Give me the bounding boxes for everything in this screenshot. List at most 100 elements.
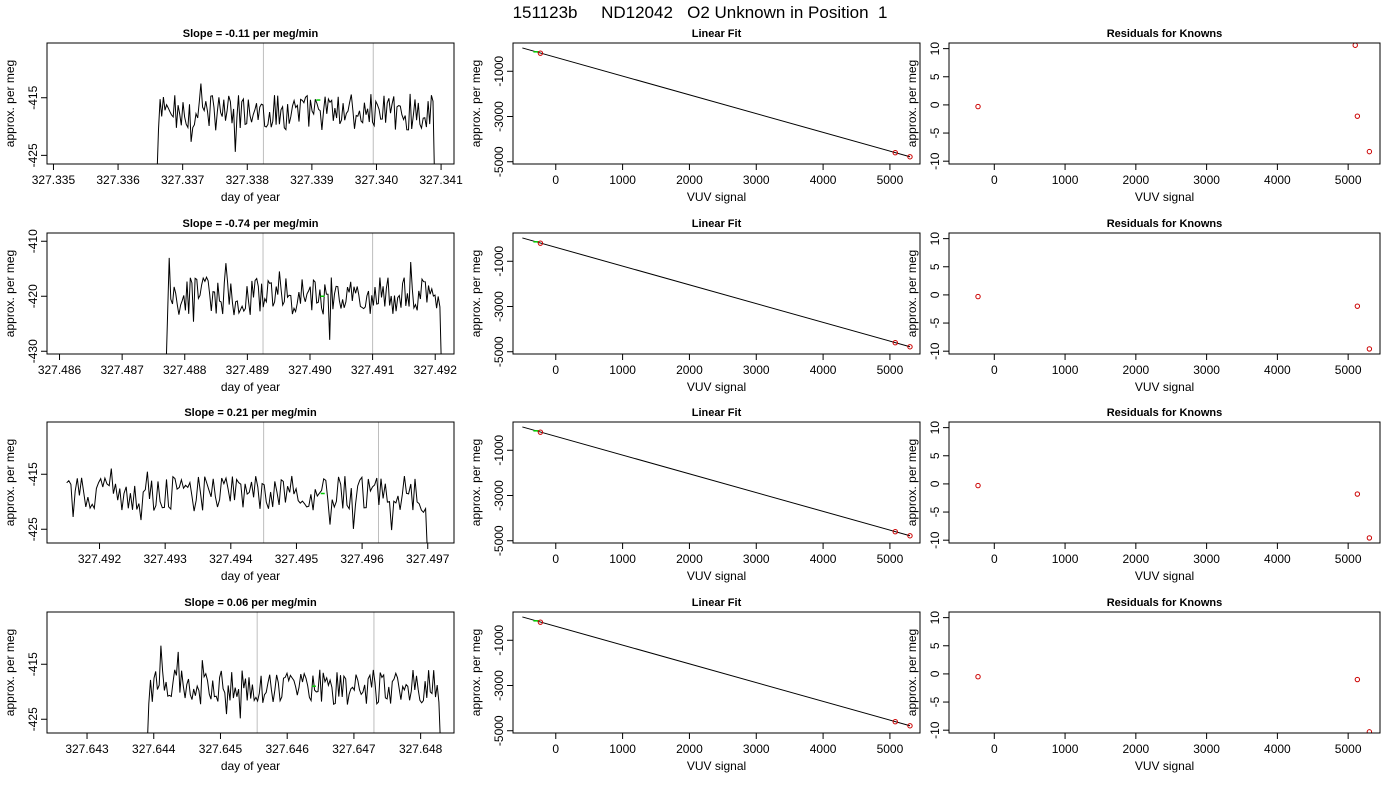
known-point bbox=[892, 339, 898, 346]
x-tick-label: 327.644 bbox=[132, 742, 176, 756]
x-tick-label: 327.495 bbox=[275, 552, 319, 566]
y-axis-label: approx. per meg bbox=[905, 60, 919, 147]
x-tick-label: 0 bbox=[552, 363, 559, 377]
chart-panel: Linear Fit 0 1000 2000 3000 4000 5000 -1000 -300… bbox=[469, 407, 921, 583]
known-point bbox=[537, 50, 544, 56]
plot-area bbox=[66, 422, 428, 543]
x-tick-label: 327.486 bbox=[38, 363, 82, 377]
known-point bbox=[1354, 303, 1361, 309]
y-tick-label: -425 bbox=[26, 707, 40, 731]
known-point bbox=[1366, 729, 1373, 733]
x-axis-label: day of year bbox=[221, 759, 280, 773]
fit-line bbox=[522, 426, 911, 537]
panel-title: Slope = -0.11 per meg/min bbox=[183, 28, 319, 40]
y-tick-label: 5 bbox=[928, 73, 942, 80]
y-tick-label: -5000 bbox=[492, 525, 506, 556]
y-tick-label: 0 bbox=[928, 480, 942, 487]
y-axis-label: approx. per meg bbox=[905, 250, 919, 337]
x-tick-label: 1000 bbox=[609, 742, 636, 756]
panel-title: Slope = 0.21 per meg/min bbox=[184, 407, 317, 419]
known-point bbox=[1366, 346, 1373, 352]
figure-title: 151123b ND12042 O2 Unknown in Position 1 bbox=[513, 3, 888, 22]
plot-area bbox=[975, 674, 1373, 733]
plot-frame bbox=[512, 232, 921, 355]
y-axis-label: approx. per meg bbox=[905, 629, 919, 716]
y-axis-label: approx. per meg bbox=[3, 60, 17, 147]
y-axis-label: approx. per meg bbox=[3, 629, 17, 716]
chart-panel: Linear Fit 0 1000 2000 3000 4000 5000 -1000 -300… bbox=[469, 28, 921, 204]
x-tick-label: 3000 bbox=[743, 173, 770, 187]
x-tick-label: 3000 bbox=[1193, 742, 1220, 756]
y-axis-label: approx. per meg bbox=[469, 250, 483, 337]
y-tick-label: -10 bbox=[928, 531, 942, 549]
chart-panel: Slope = -0.11 per meg/min 327.335 327.336 3… bbox=[3, 28, 463, 204]
y-tick-label: 0 bbox=[928, 670, 942, 677]
x-axis-label: VUV signal bbox=[687, 569, 746, 583]
x-tick-label: 327.489 bbox=[226, 363, 270, 377]
y-tick-label: -415 bbox=[26, 462, 40, 486]
x-tick-label: 2000 bbox=[1122, 363, 1149, 377]
x-tick-label: 2000 bbox=[1122, 552, 1149, 566]
plot-frame bbox=[512, 42, 921, 165]
x-tick-label: 4000 bbox=[810, 742, 837, 756]
x-tick-label: 2000 bbox=[676, 363, 703, 377]
known-point bbox=[975, 103, 981, 110]
x-tick-label: 1000 bbox=[1052, 552, 1079, 566]
panel-title: Slope = -0.74 per meg/min bbox=[182, 218, 318, 230]
x-tick-label: 0 bbox=[991, 363, 998, 377]
x-tick-label: 4000 bbox=[1264, 173, 1291, 187]
y-axis-label: approx. per meg bbox=[905, 439, 919, 526]
chart-panel: Slope = -0.74 per meg/min 327.486 327.487 3… bbox=[3, 218, 457, 394]
x-axis-label: VUV signal bbox=[1135, 569, 1194, 583]
x-tick-label: 327.491 bbox=[351, 363, 395, 377]
y-tick-label: -5 bbox=[928, 127, 942, 138]
y-tick-label: -1000 bbox=[492, 625, 506, 656]
x-tick-label: 0 bbox=[552, 742, 559, 756]
x-tick-label: 4000 bbox=[810, 173, 837, 187]
y-tick-label: 5 bbox=[928, 263, 942, 270]
y-tick-label: -430 bbox=[26, 339, 40, 363]
y-axis-label: approx. per meg bbox=[469, 439, 483, 526]
x-axis-label: VUV signal bbox=[1135, 380, 1194, 394]
y-tick-label: -5 bbox=[928, 696, 942, 707]
x-tick-label: 1000 bbox=[609, 552, 636, 566]
plot-frame bbox=[512, 421, 921, 544]
known-point bbox=[1354, 113, 1361, 119]
y-axis-label: approx. per meg bbox=[469, 629, 483, 716]
y-tick-label: -3000 bbox=[492, 480, 506, 511]
plot-frame bbox=[46, 611, 455, 734]
known-point bbox=[907, 723, 913, 729]
y-tick-label: -5000 bbox=[492, 146, 506, 177]
x-tick-label: 5000 bbox=[877, 742, 904, 756]
known-point bbox=[907, 344, 913, 350]
x-tick-label: 4000 bbox=[1264, 742, 1291, 756]
series-line bbox=[66, 468, 428, 543]
x-tick-label: 4000 bbox=[1264, 363, 1291, 377]
x-tick-label: 327.645 bbox=[199, 742, 243, 756]
x-tick-label: 327.338 bbox=[226, 173, 270, 187]
known-point bbox=[537, 619, 544, 625]
x-tick-label: 327.647 bbox=[332, 742, 376, 756]
x-tick-label: 327.646 bbox=[266, 742, 310, 756]
chart-panel: Residuals for Knowns 0 1000 2000 3000 4000 500… bbox=[905, 407, 1381, 583]
x-tick-label: 3000 bbox=[743, 552, 770, 566]
x-tick-label: 5000 bbox=[877, 552, 904, 566]
x-tick-label: 327.335 bbox=[32, 173, 76, 187]
y-tick-label: -420 bbox=[26, 284, 40, 308]
plot-frame bbox=[46, 42, 455, 165]
known-point bbox=[975, 482, 981, 489]
x-tick-label: 327.496 bbox=[340, 552, 384, 566]
known-point bbox=[1354, 491, 1361, 497]
x-tick-label: 327.494 bbox=[209, 552, 253, 566]
known-point bbox=[892, 718, 898, 725]
series-line bbox=[156, 83, 435, 164]
plot-area bbox=[522, 616, 913, 729]
x-tick-label: 3000 bbox=[1193, 173, 1220, 187]
plot-frame bbox=[46, 421, 455, 544]
series-line bbox=[147, 645, 441, 733]
fit-line bbox=[522, 47, 911, 158]
y-tick-label: -1000 bbox=[492, 246, 506, 277]
x-tick-label: 2000 bbox=[1122, 742, 1149, 756]
plot-frame bbox=[948, 611, 1381, 734]
